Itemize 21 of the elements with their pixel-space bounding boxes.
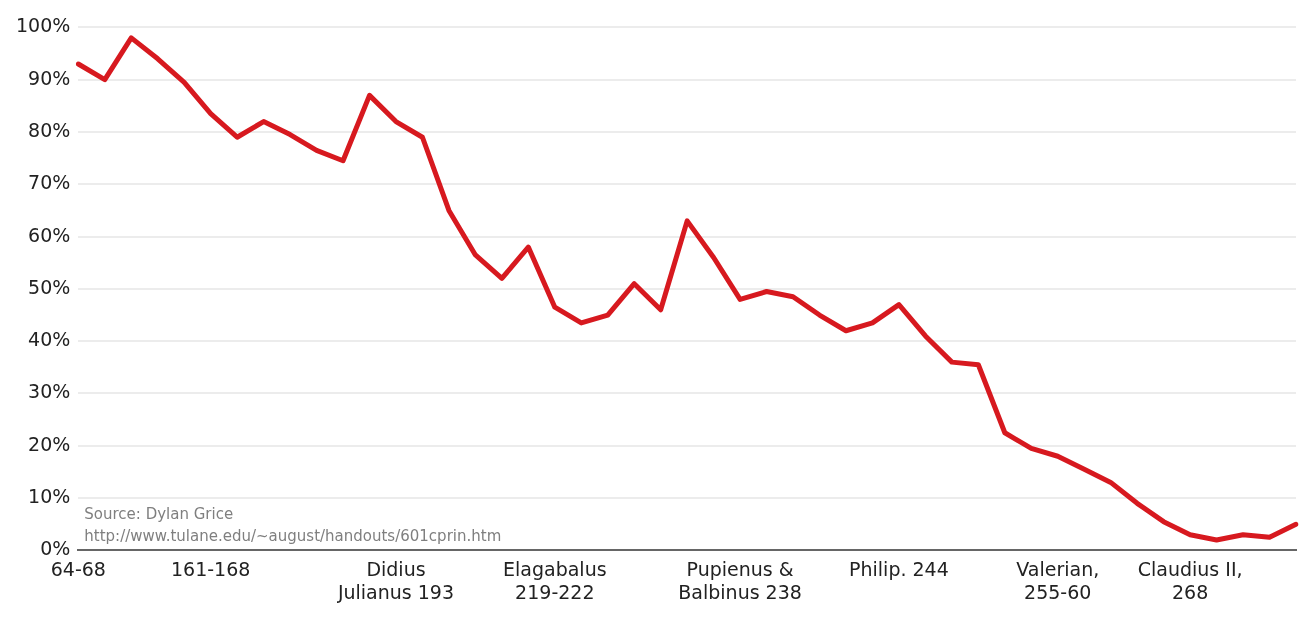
y-tick-label: 40%: [28, 328, 71, 351]
annotation: http://www.tulane.edu/~august/handouts/601cprin.htm: [84, 526, 502, 545]
x-tick-label: Didius Julianus 193: [336, 557, 455, 603]
x-tick-label: 64-68: [50, 557, 106, 580]
y-tick-label: 100%: [15, 14, 71, 37]
y-tick-label: 90%: [28, 66, 71, 89]
x-tick-label: 161-168: [170, 557, 251, 580]
x-tick-label: Valerian, 255-60: [1016, 557, 1100, 603]
x-tick-label: Elagabalus 219-222: [503, 557, 607, 603]
y-tick-label: 0%: [40, 537, 71, 560]
y-tick-label: 20%: [28, 432, 71, 455]
y-tick-label: 80%: [28, 118, 71, 141]
annotation: Source: Dylan Grice: [84, 504, 234, 523]
y-tick-label: 10%: [28, 485, 71, 508]
y-tick-label: 30%: [28, 380, 71, 403]
y-tick-label: 70%: [28, 171, 71, 194]
x-tick-label: Claudius II, 268: [1137, 557, 1243, 603]
x-tick-label: Pupienus & Balbinus 238: [678, 557, 802, 603]
y-tick-label: 50%: [28, 275, 71, 298]
x-tick-label: Philip. 244: [849, 557, 949, 580]
y-tick-label: 60%: [28, 223, 71, 246]
